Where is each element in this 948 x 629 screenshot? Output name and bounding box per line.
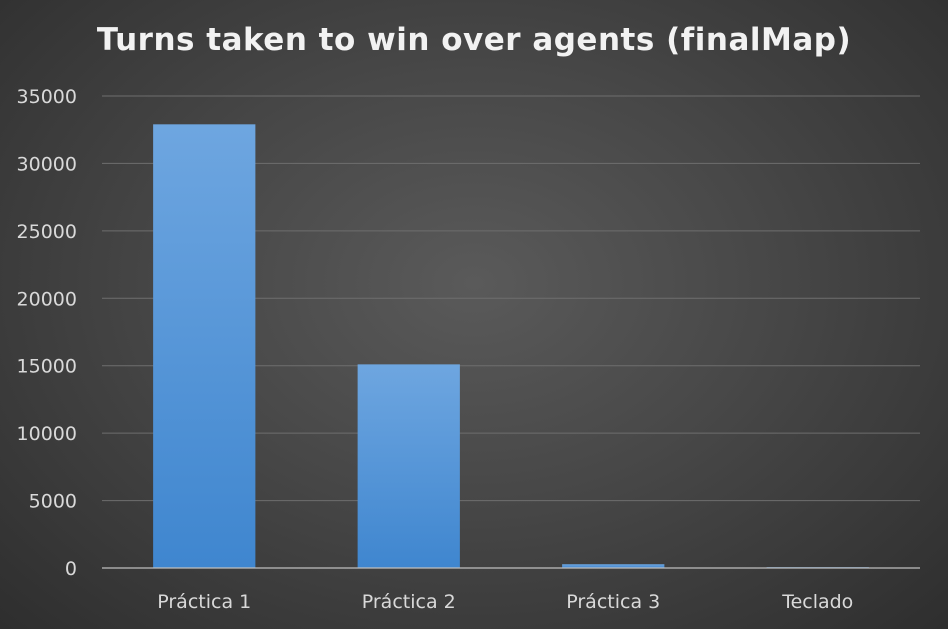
y-tick-label: 20000	[17, 288, 77, 310]
y-tick-label: 30000	[17, 153, 77, 175]
x-category-label: Teclado	[781, 591, 853, 613]
bar-práctica-2	[357, 364, 460, 568]
y-tick-label: 0	[65, 558, 77, 580]
y-tick-label: 5000	[29, 491, 77, 513]
x-category-label: Práctica 1	[157, 591, 251, 613]
y-tick-label: 25000	[17, 221, 77, 243]
bar-práctica-1	[153, 124, 256, 568]
chart-title: Turns taken to win over agents (finalMap…	[96, 22, 852, 58]
bar-práctica-3	[562, 564, 665, 568]
axes: 0 5000 10000 15000 20000 25000 30000 35000 Práct…	[17, 86, 920, 613]
y-tick-label: 10000	[17, 423, 77, 445]
y-tick-label: 35000	[17, 86, 77, 108]
x-category-label: Práctica 3	[566, 591, 660, 613]
bars	[153, 124, 869, 568]
y-tick-label: 15000	[17, 356, 77, 378]
x-category-label: Práctica 2	[362, 591, 456, 613]
